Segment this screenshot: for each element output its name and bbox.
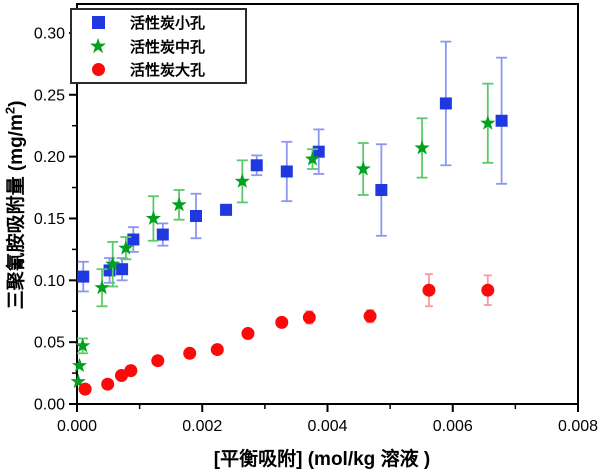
x-tick-label: 0.000	[57, 418, 97, 435]
square-data-point	[495, 114, 508, 127]
legend-item-medium-pore: ★ 活性炭中孔	[86, 35, 245, 57]
star-data-point	[70, 373, 86, 389]
square-data-point	[312, 145, 325, 158]
y-tick-label: 0.20	[34, 149, 65, 166]
y-axis-title: 三聚氰胺吸附量 (mg/m2)	[1, 55, 27, 355]
square-data-point	[220, 203, 233, 216]
star-data-point	[105, 256, 121, 271]
square-data-point	[439, 97, 452, 110]
square-data-point	[116, 263, 129, 276]
circle-data-point	[183, 346, 197, 360]
series-circle	[78, 273, 495, 396]
star-data-point	[304, 151, 321, 166]
circle-data-point	[302, 310, 316, 324]
circle-data-point	[151, 354, 165, 368]
circle-data-point	[210, 343, 224, 357]
square-data-point	[189, 209, 202, 222]
legend-label-large-pore: 活性炭大孔	[130, 62, 206, 79]
star-data-point	[234, 173, 250, 188]
circle-data-point	[101, 377, 115, 391]
series-square	[77, 40, 508, 293]
star-data-point	[94, 279, 110, 295]
square-data-point	[77, 270, 90, 283]
star-data-point	[145, 210, 161, 225]
x-axis-title: [平衡吸附] (mol/kg 溶液 )	[213, 449, 431, 470]
circle-data-point	[422, 283, 436, 297]
square-data-point	[280, 165, 293, 178]
y-tick-label: 0.30	[34, 25, 65, 42]
square-data-point	[375, 184, 388, 197]
legend-label-small-pore: 活性炭小孔	[130, 15, 206, 32]
legend-item-large-pore: 活性炭大孔	[86, 59, 245, 81]
y-tick-label: 0.05	[34, 335, 65, 352]
circle-data-point	[241, 326, 255, 340]
circle-marker-icon	[86, 59, 110, 81]
square-data-point	[250, 159, 263, 172]
series-star	[70, 82, 496, 389]
star-data-point	[355, 161, 371, 176]
y-tick-label: 0.15	[34, 211, 65, 228]
legend-label-medium-pore: 活性炭中孔	[130, 38, 206, 56]
star-data-point	[171, 196, 187, 212]
circle-data-point	[78, 382, 92, 396]
star-data-point	[75, 337, 91, 353]
y-tick-label: 0.25	[34, 87, 65, 104]
y-axis-title-superscript: 2	[2, 106, 18, 115]
circle-data-point	[275, 315, 289, 329]
y-axis-title-close: )	[6, 100, 27, 107]
x-tick-label: 0.004	[307, 418, 347, 435]
square-marker-icon	[86, 12, 110, 34]
square-data-point	[156, 228, 169, 241]
square-data-point	[127, 233, 140, 246]
legend: 活性炭小孔 ★ 活性炭中孔 活性炭大孔	[70, 8, 247, 84]
star-data-point	[414, 140, 430, 155]
y-axis-title-text: 三聚氰胺吸附量 (mg/m	[6, 114, 27, 310]
star-data-point	[118, 240, 134, 255]
star-data-point	[71, 357, 88, 373]
x-tick-label: 0.002	[182, 418, 222, 435]
x-tick-label: 0.008	[558, 418, 598, 435]
x-tick-label: 0.006	[433, 418, 473, 435]
circle-data-point	[481, 283, 495, 297]
star-data-point	[480, 115, 496, 130]
circle-data-point	[124, 364, 138, 378]
legend-item-small-pore: 活性炭小孔	[86, 12, 245, 34]
star-marker-icon: ★	[88, 34, 108, 58]
y-tick-label: 0.00	[34, 397, 65, 414]
circle-data-point	[363, 309, 377, 323]
y-tick-label: 0.10	[34, 273, 65, 290]
